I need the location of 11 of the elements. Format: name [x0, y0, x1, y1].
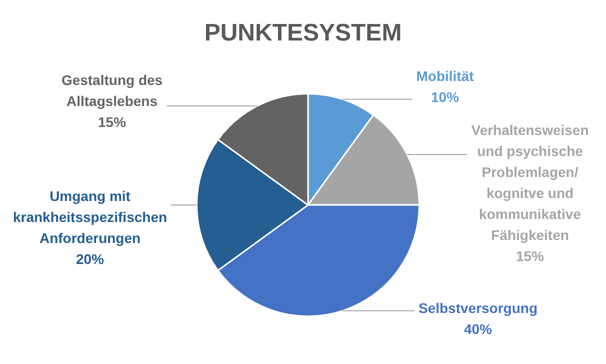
data-label: 10% [430, 88, 460, 105]
data-label: 40% [464, 320, 493, 337]
slice-label: Mobilität [416, 68, 474, 84]
data-label: 15% [516, 248, 545, 264]
slice-label: Selbstversorgung [418, 300, 538, 316]
data-label: 20% [76, 250, 105, 267]
chart-title: PUNKTESYSTEM [204, 20, 402, 47]
slice-label: Gestaltung des Alltagslebens [61, 72, 163, 109]
data-label: 15% [98, 114, 127, 130]
slice-label: Verhaltensweisen und psychische Problemlagen/ kognitve und kommunikative Fähigkeiten [471, 122, 589, 243]
slice-label: Umgang mit krankheitsspezifischen Anforderungen [12, 188, 168, 246]
